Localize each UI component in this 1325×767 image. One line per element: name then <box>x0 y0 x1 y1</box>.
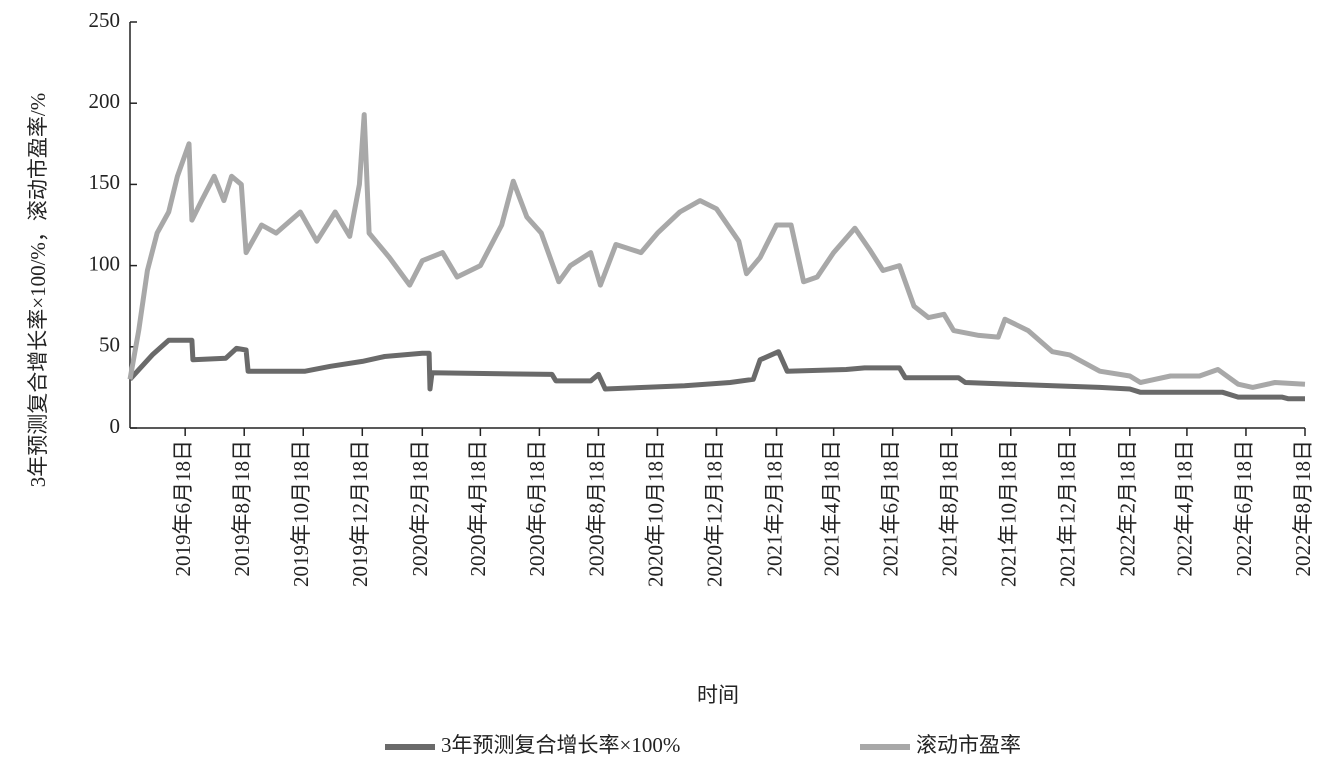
x-tick-label: 2021年4月18日 <box>819 440 843 577</box>
x-tick-label: 2019年8月18日 <box>230 440 254 577</box>
x-tick-label: 2020年6月18日 <box>525 440 549 577</box>
x-tick-label: 2019年12月18日 <box>348 440 372 587</box>
x-tick-label: 2020年8月18日 <box>584 440 608 577</box>
y-tick-label: 0 <box>110 414 121 438</box>
x-tick-label: 2022年6月18日 <box>1232 440 1256 577</box>
y-tick-label: 150 <box>89 170 121 194</box>
x-tick-label: 2020年12月18日 <box>702 440 726 587</box>
x-axis-label: 时间 <box>697 683 739 707</box>
y-tick-label: 50 <box>99 333 120 357</box>
series-line <box>127 112 1306 390</box>
x-tick-label: 2021年6月18日 <box>878 440 902 577</box>
y-axis-label: 3年预测复合增长率×100/%，滚动市盈率/% <box>26 93 50 488</box>
x-tick-label: 2020年2月18日 <box>408 440 432 576</box>
x-tick-label: 2021年2月18日 <box>762 440 786 577</box>
legend-label: 3年预测复合增长率×100% <box>441 733 680 757</box>
x-tick-label: 2020年10月18日 <box>643 440 667 587</box>
x-tick-label: 2019年10月18日 <box>289 440 313 587</box>
x-tick-label: 2021年12月18日 <box>1056 440 1080 587</box>
legend-label: 滚动市盈率 <box>916 733 1021 757</box>
x-tick-label: 2020年4月18日 <box>466 440 490 577</box>
x-tick-label: 2021年8月18日 <box>938 440 962 577</box>
y-tick-label: 250 <box>89 8 121 32</box>
x-tick-label: 2022年2月18日 <box>1116 440 1140 577</box>
x-tick-label: 2021年10月18日 <box>997 440 1021 587</box>
x-tick-label: 2022年8月18日 <box>1291 440 1315 577</box>
x-tick-label: 2019年6月18日 <box>171 440 195 577</box>
series-line <box>128 337 1305 402</box>
x-tick-label: 2022年4月18日 <box>1173 440 1197 577</box>
y-tick-label: 200 <box>89 89 121 113</box>
y-tick-label: 100 <box>89 251 121 275</box>
